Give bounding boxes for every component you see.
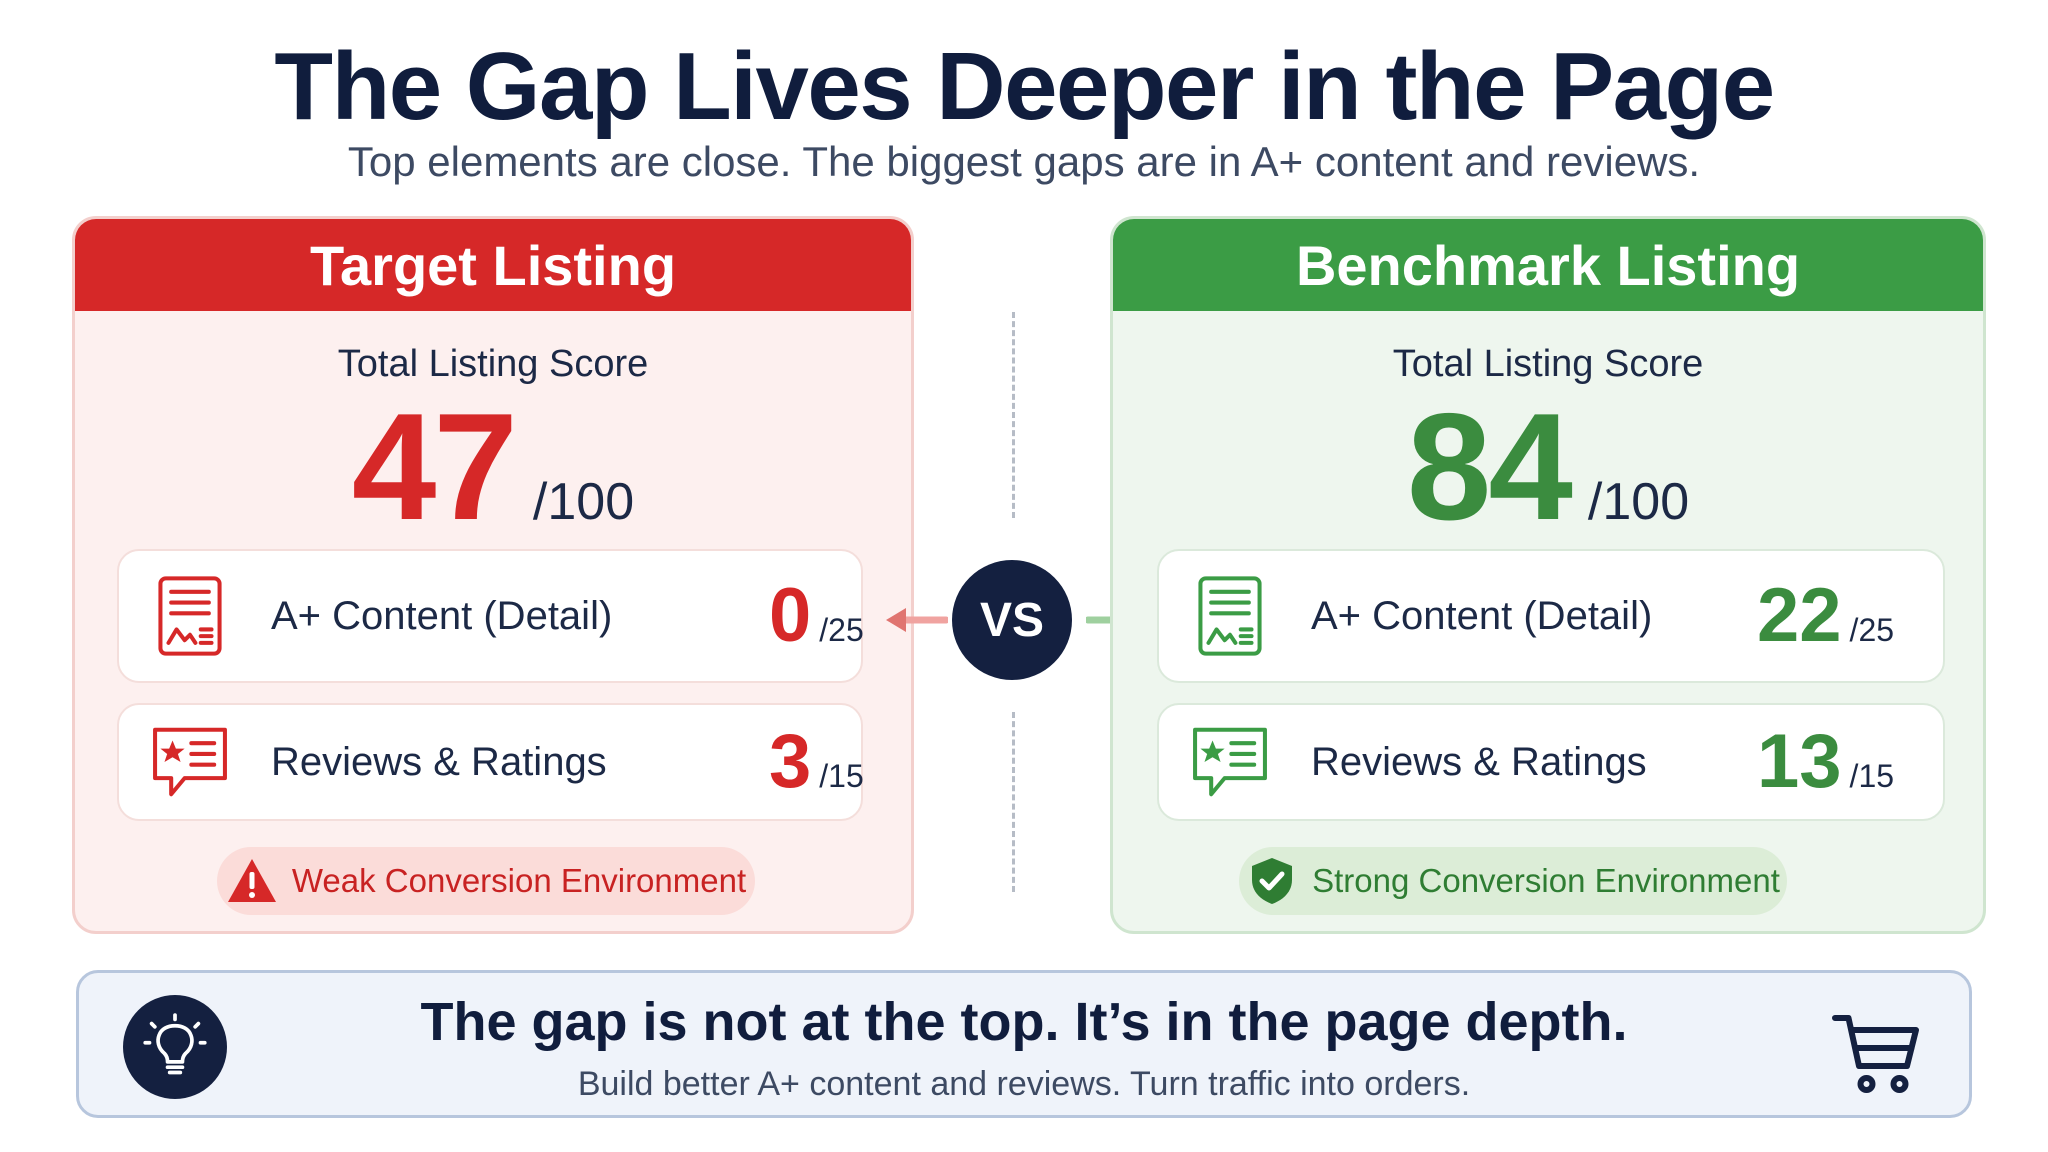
takeaway-subtext: Build better A+ content and reviews. Tur… — [577, 1065, 1471, 1103]
benchmark-listing-card: Benchmark Listing Total Listing Score 84… — [1110, 216, 1986, 934]
center-divider-bottom — [1012, 712, 1015, 892]
target-total-label: Total Listing Score — [337, 343, 649, 385]
benchmark-metric-aplus-label: A+ Content (Detail) — [1311, 593, 1653, 638]
benchmark-status-text: Strong Conversion Environment — [1312, 862, 1780, 899]
benchmark-metric-aplus: A+ Content (Detail) 22 /25 — [1157, 549, 1945, 683]
target-metric-aplus-max: /25 — [819, 612, 864, 648]
target-metric-reviews-max: /15 — [819, 758, 864, 794]
benchmark-total-label: Total Listing Score — [1392, 343, 1704, 385]
takeaway-banner: The gap is not at the top. It’s in the p… — [76, 970, 1972, 1118]
document-image-icon — [147, 573, 233, 659]
target-listing-card: Target Listing Total Listing Score 47 /1… — [72, 216, 914, 934]
warning-icon — [227, 859, 276, 902]
document-image-icon — [1187, 573, 1273, 659]
target-metric-aplus: A+ Content (Detail) 0 /25 — [117, 549, 864, 683]
target-status-badge: Weak Conversion Environment — [217, 847, 755, 915]
target-status-text: Weak Conversion Environment — [291, 862, 747, 899]
benchmark-metric-aplus-max: /25 — [1849, 612, 1895, 648]
target-metric-reviews: Reviews & Ratings 3 /15 — [117, 703, 864, 821]
target-metric-aplus-label: A+ Content (Detail) — [271, 593, 613, 638]
vs-badge: VS — [952, 560, 1072, 680]
target-card-title: Target Listing — [75, 219, 911, 311]
benchmark-metric-reviews: Reviews & Ratings 13 /15 — [1157, 703, 1945, 821]
target-score-max: /100 — [532, 473, 635, 531]
shield-check-icon — [1252, 858, 1293, 904]
benchmark-score-value: 84 — [1406, 382, 1573, 552]
page-subtitle: Top elements are close. The biggest gaps… — [347, 138, 1701, 185]
lightbulb-icon — [123, 995, 227, 1099]
target-total-score: 47 /100 — [75, 391, 911, 543]
shopping-cart-icon — [1832, 1015, 1919, 1093]
benchmark-score-max: /100 — [1587, 473, 1690, 531]
benchmark-metric-reviews-max: /15 — [1849, 758, 1895, 794]
target-metric-reviews-score: 3 /15 — [769, 724, 864, 800]
target-metric-reviews-value: 3 — [769, 719, 812, 804]
benchmark-metric-aplus-score: 22 /25 — [1757, 578, 1894, 654]
target-metric-aplus-value: 0 — [769, 573, 812, 658]
center-divider-top — [1012, 312, 1015, 518]
target-metric-reviews-label: Reviews & Ratings — [271, 739, 607, 784]
benchmark-metric-reviews-value: 13 — [1757, 719, 1842, 804]
benchmark-metric-reviews-label: Reviews & Ratings — [1311, 739, 1647, 784]
review-bubble-icon — [147, 719, 233, 805]
target-metric-aplus-score: 0 /25 — [769, 578, 864, 654]
benchmark-status-badge: Strong Conversion Environment — [1239, 847, 1787, 915]
benchmark-metric-reviews-score: 13 /15 — [1757, 724, 1894, 800]
benchmark-total-score: 84 /100 — [1113, 391, 1983, 543]
benchmark-metric-aplus-value: 22 — [1757, 573, 1842, 658]
target-score-value: 47 — [351, 382, 518, 552]
page-title: The Gap Lives Deeper in the Page — [274, 33, 1775, 140]
benchmark-card-title: Benchmark Listing — [1113, 219, 1983, 311]
takeaway-headline: The gap is not at the top. It’s in the p… — [420, 992, 1628, 1052]
review-bubble-icon — [1187, 719, 1273, 805]
arrow-left-icon — [886, 608, 948, 632]
